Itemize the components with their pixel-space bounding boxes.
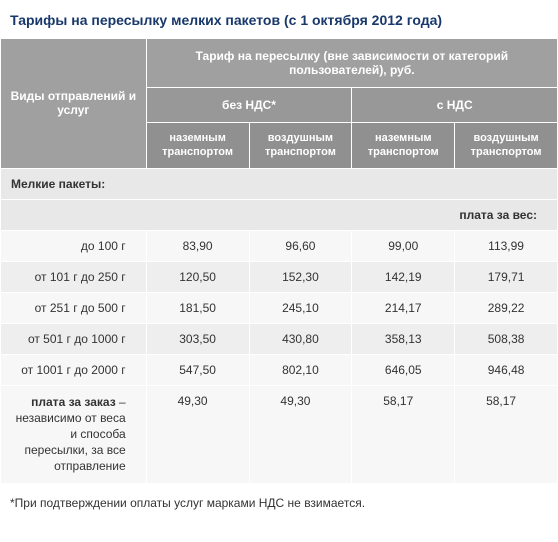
- cell-value: 152,30: [249, 261, 352, 292]
- section-title: Мелкие пакеты:: [1, 168, 558, 199]
- cell-value: 83,90: [146, 230, 249, 261]
- cell-value: 113,99: [455, 230, 558, 261]
- subsection-title: плата за вес:: [1, 199, 558, 230]
- cell-value: 49,30: [146, 385, 249, 483]
- footnote: *При подтверждении оплаты услуг марками …: [0, 484, 558, 522]
- cell-value: 120,50: [146, 261, 249, 292]
- cell-value: 802,10: [249, 354, 352, 385]
- table-row: от 251 г до 500 г181,50245,10214,17289,2…: [1, 292, 558, 323]
- cell-value: 96,60: [249, 230, 352, 261]
- table-row: от 1001 г до 2000 г547,50802,10646,05946…: [1, 354, 558, 385]
- cell-value: 179,71: [455, 261, 558, 292]
- cell-value: 58,17: [455, 385, 558, 483]
- cell-value: 289,22: [455, 292, 558, 323]
- tariff-table: Виды отправлений и услуг Тариф на пересы…: [0, 38, 558, 484]
- cell-value: 547,50: [146, 354, 249, 385]
- col-header-air: воздушным транспортом: [249, 123, 352, 169]
- cell-value: 245,10: [249, 292, 352, 323]
- order-label: плата за заказ – независимо от веса и сп…: [1, 385, 147, 483]
- order-row: плата за заказ – независимо от веса и сп…: [1, 385, 558, 483]
- row-label: от 101 г до 250 г: [1, 261, 147, 292]
- col-header-ground: наземным транспортом: [146, 123, 249, 169]
- cell-value: 142,19: [352, 261, 455, 292]
- cell-value: 303,50: [146, 323, 249, 354]
- cell-value: 58,17: [352, 385, 455, 483]
- cell-value: 508,38: [455, 323, 558, 354]
- col-header-ground: наземным транспортом: [352, 123, 455, 169]
- col-header-types: Виды отправлений и услуг: [1, 39, 147, 169]
- cell-value: 430,80: [249, 323, 352, 354]
- col-header-air: воздушным транспортом: [455, 123, 558, 169]
- cell-value: 49,30: [249, 385, 352, 483]
- cell-value: 646,05: [352, 354, 455, 385]
- cell-value: 358,13: [352, 323, 455, 354]
- col-header-tariff: Тариф на пересылку (вне зависимости от к…: [146, 39, 557, 88]
- col-header-vat: с НДС: [352, 88, 558, 123]
- cell-value: 99,00: [352, 230, 455, 261]
- table-row: до 100 г83,9096,6099,00113,99: [1, 230, 558, 261]
- row-label: от 1001 г до 2000 г: [1, 354, 147, 385]
- table-row: от 101 г до 250 г120,50152,30142,19179,7…: [1, 261, 558, 292]
- table-row: от 501 г до 1000 г303,50430,80358,13508,…: [1, 323, 558, 354]
- row-label: от 251 г до 500 г: [1, 292, 147, 323]
- row-label: от 501 г до 1000 г: [1, 323, 147, 354]
- cell-value: 214,17: [352, 292, 455, 323]
- row-label: до 100 г: [1, 230, 147, 261]
- cell-value: 181,50: [146, 292, 249, 323]
- cell-value: 946,48: [455, 354, 558, 385]
- col-header-novat: без НДС*: [146, 88, 352, 123]
- table-body: Мелкие пакеты: плата за вес: до 100 г83,…: [1, 168, 558, 483]
- page-title: Тарифы на пересылку мелких пакетов (с 1 …: [0, 0, 558, 38]
